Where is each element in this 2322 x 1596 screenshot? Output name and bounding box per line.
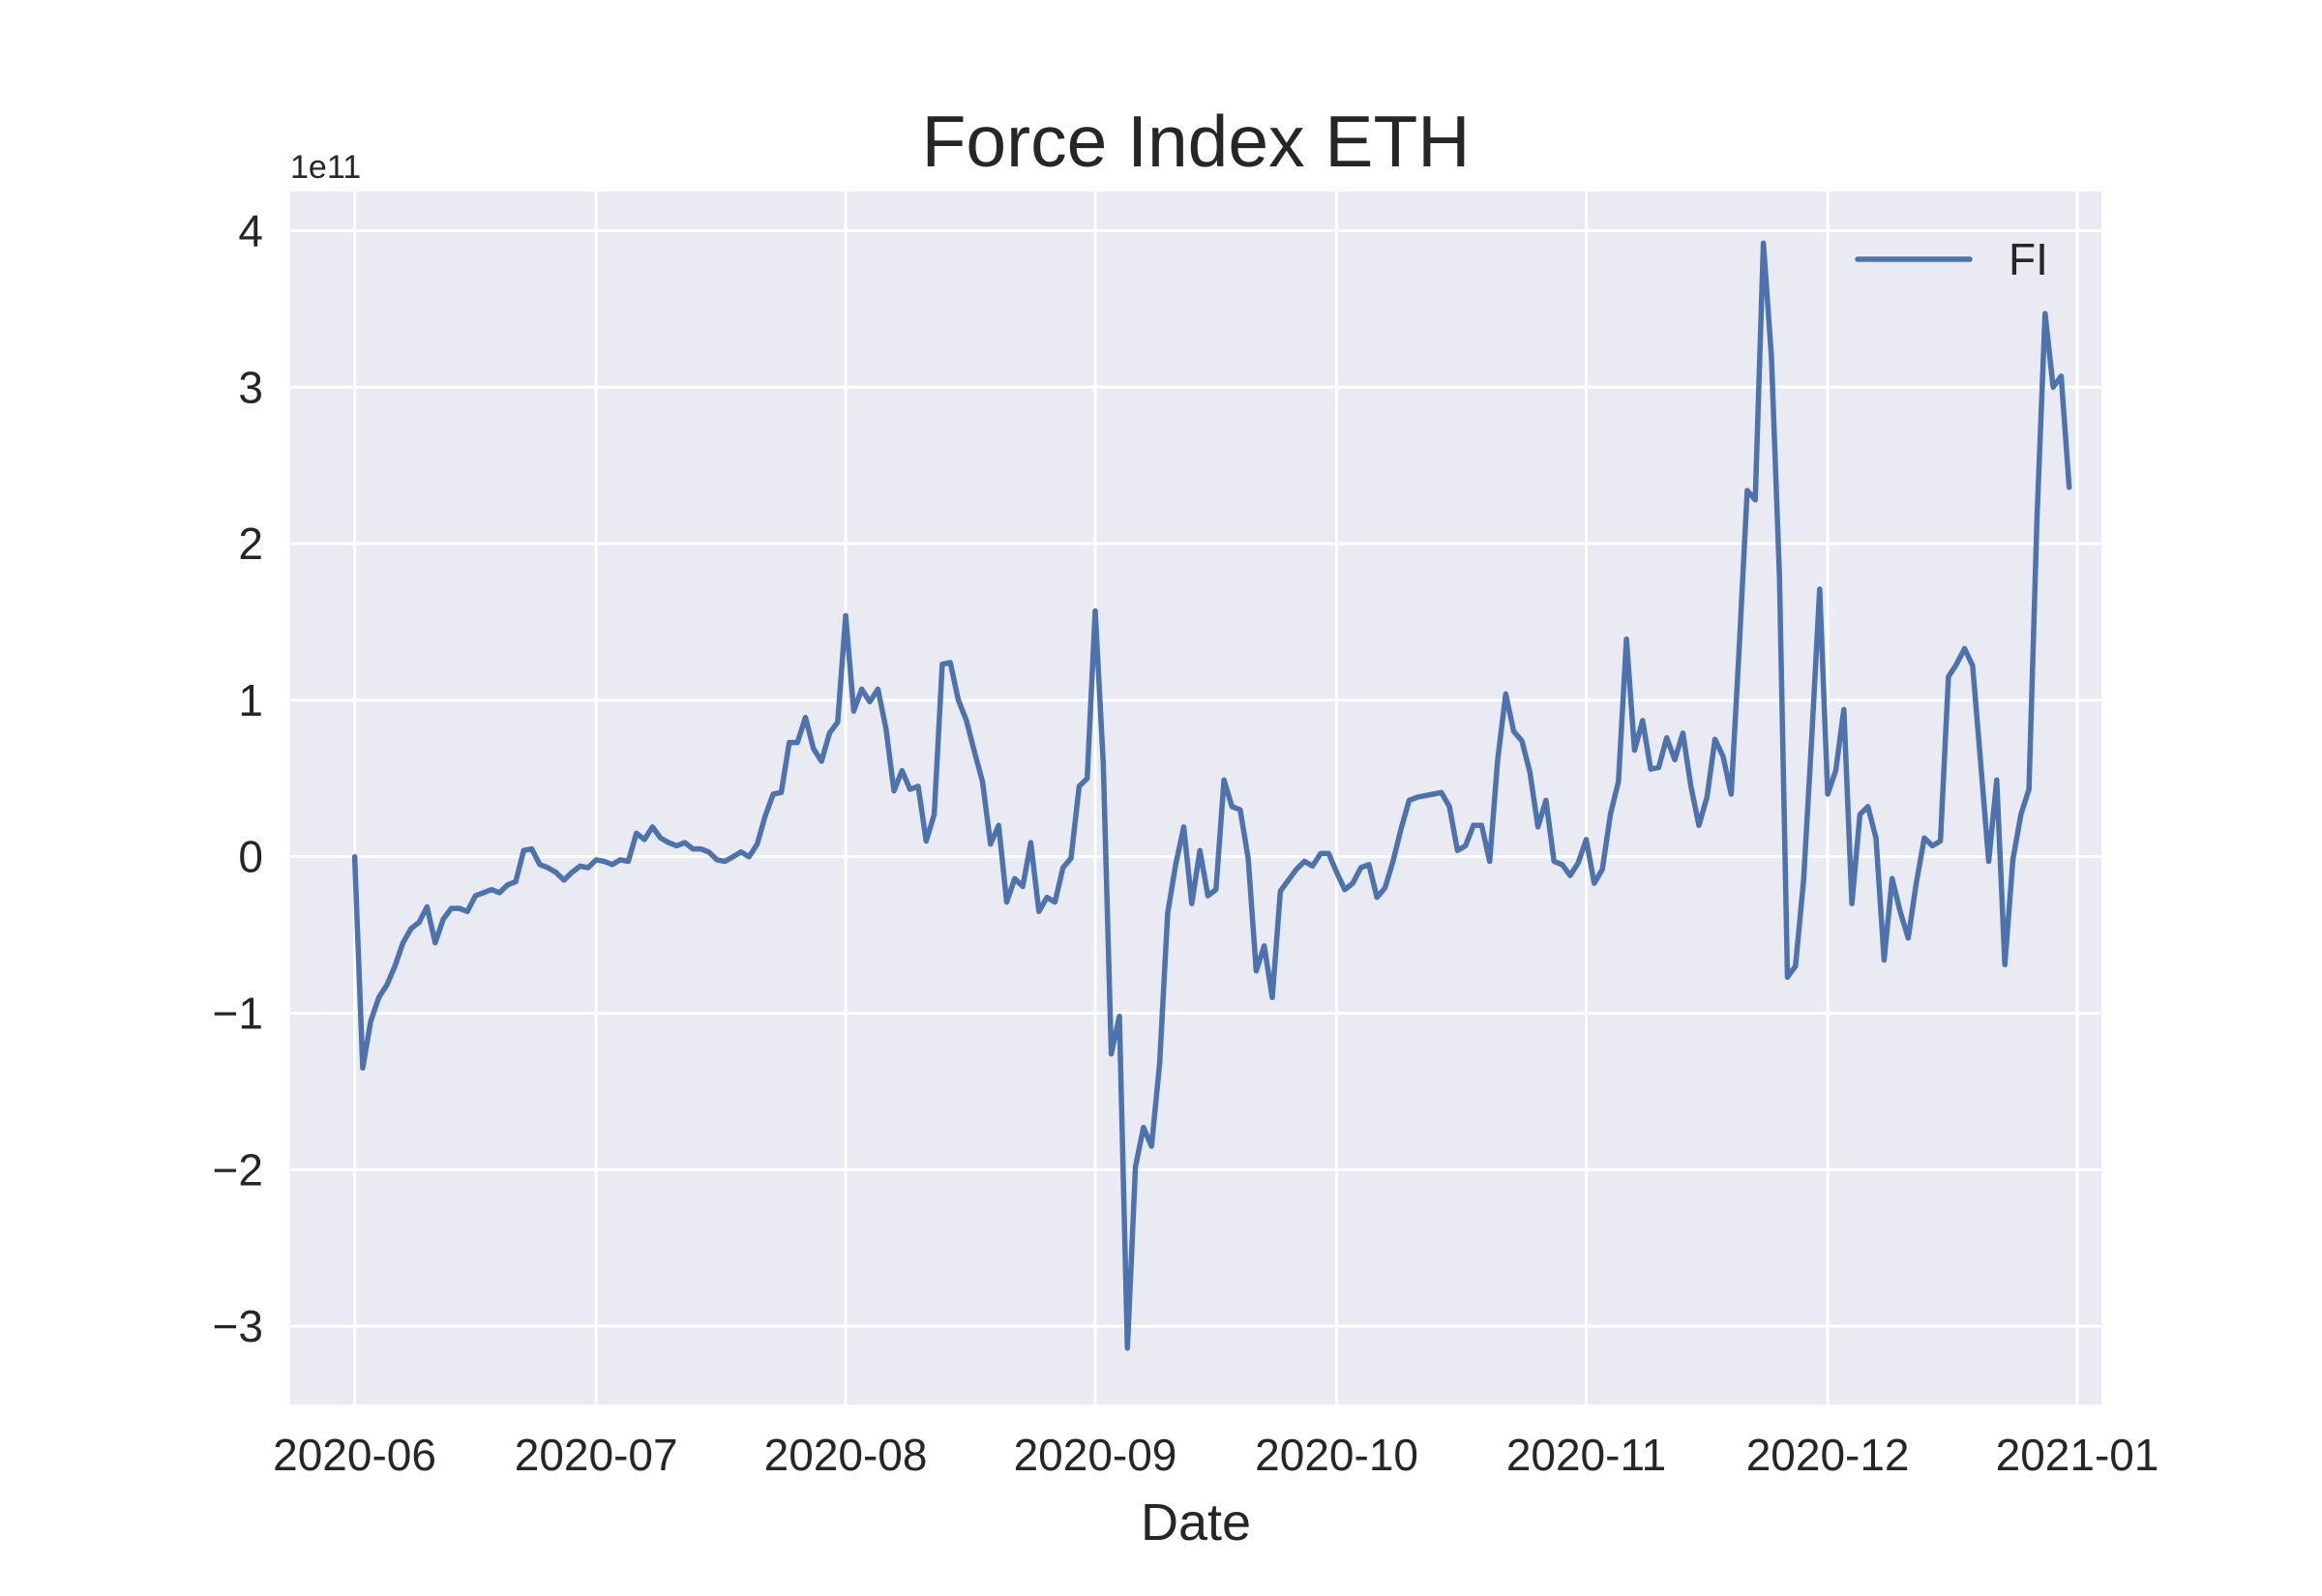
y-tick-label-7: 4 [238,205,263,255]
y-tick-label-5: 2 [238,518,263,569]
x-axis-label: Date [1141,1493,1251,1552]
y-tick-label-6: 3 [238,362,263,412]
x-tick-labels: 2020-06 2020-07 2020-08 2020-09 2020-10 2020-… [273,1430,2158,1480]
series-layer [351,240,2072,1351]
x-tick-label-7: 2021-01 [1996,1430,2159,1480]
legend-label-fi: FI [2009,234,2048,284]
y-tick-label-1: −2 [213,1144,263,1195]
plot-area [290,192,2101,1404]
x-tick-label-3: 2020-09 [1014,1430,1177,1480]
legend: FI [1855,234,2048,284]
x-tick-label-5: 2020-11 [1506,1430,1666,1480]
x-tick-label-4: 2020-10 [1255,1430,1418,1480]
series-line-fi [351,240,2072,1351]
x-tick-label-0: 2020-06 [273,1430,436,1480]
x-tick-label-2: 2020-08 [764,1430,928,1480]
y-tick-label-3: 0 [238,832,263,882]
y-tick-label-4: 1 [238,675,263,725]
grid-lines [290,192,2101,1404]
x-tick-label-1: 2020-07 [515,1430,678,1480]
x-tick-label-6: 2020-12 [1746,1430,1910,1480]
y-tick-label-0: −3 [213,1301,263,1351]
chart-title: Force Index ETH [922,101,1471,182]
y-axis-offset-label: 1e11 [290,149,361,186]
y-tick-labels: −3 −2 −1 0 1 2 3 4 [213,205,263,1351]
y-tick-label-2: −1 [213,988,263,1038]
